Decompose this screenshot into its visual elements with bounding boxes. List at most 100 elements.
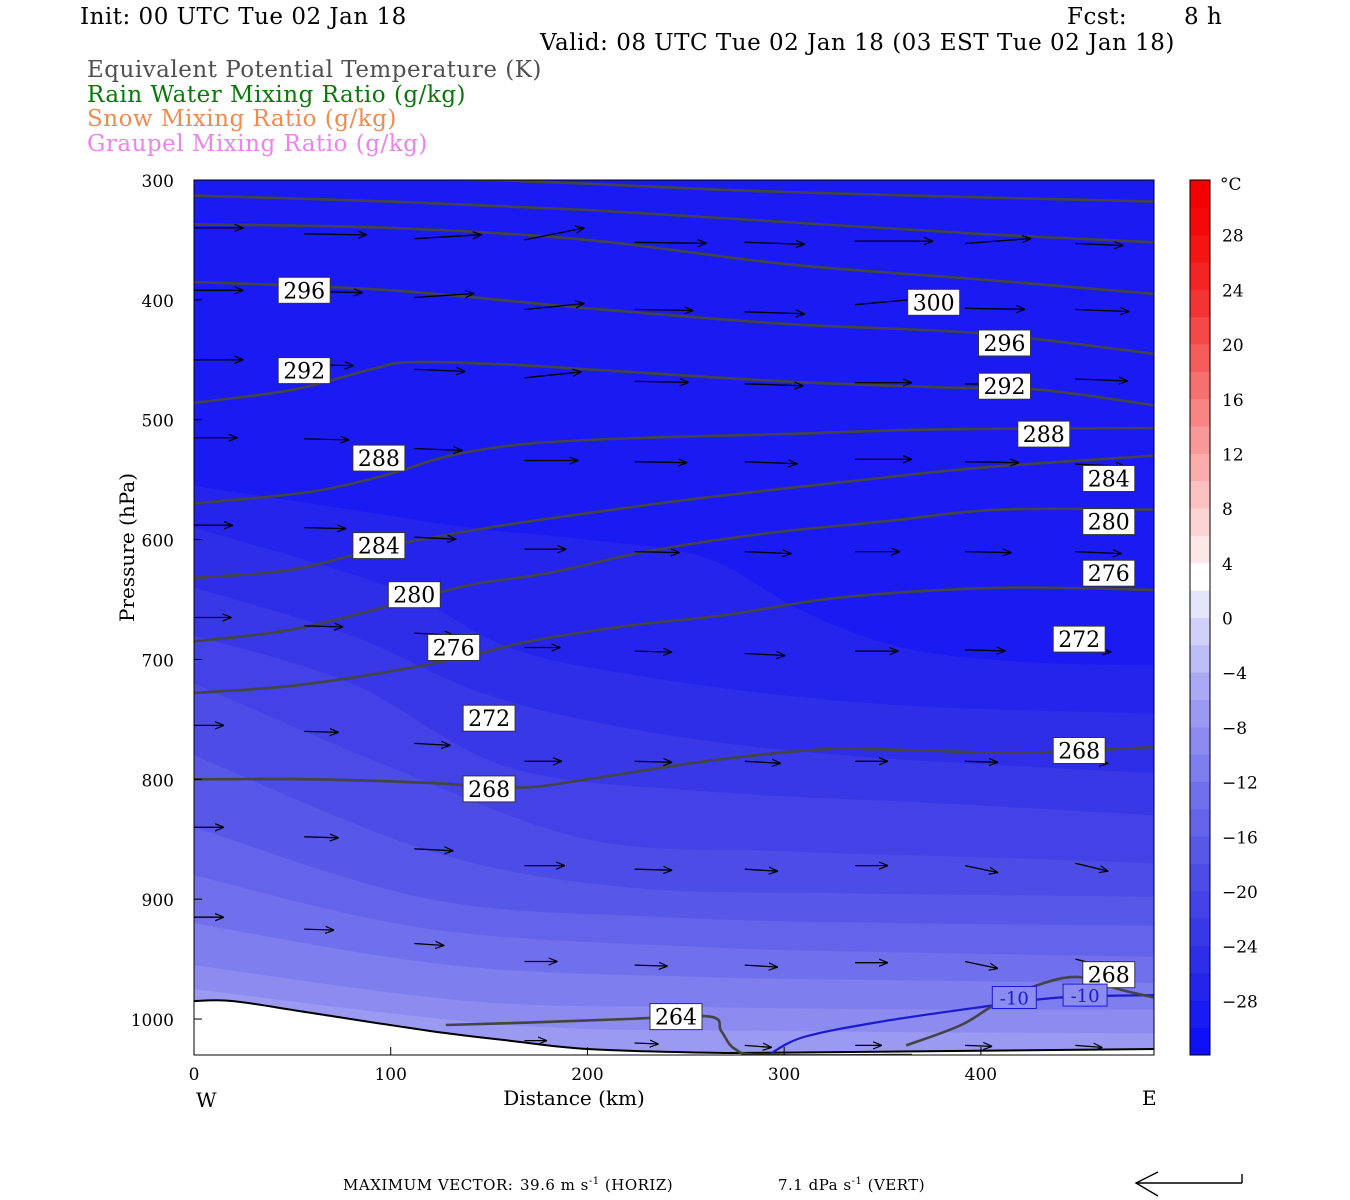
colorbar-swatch — [1190, 836, 1210, 865]
contour-label: 280 — [1082, 508, 1136, 536]
wind-vector — [965, 1045, 992, 1046]
init-time: Init: 00 UTC Tue 02 Jan 18 — [80, 4, 407, 30]
y-tick-label: 800 — [142, 771, 174, 791]
isotherm-label-text: -10 — [1071, 986, 1100, 1007]
max-vector-label: MAXIMUM VECTOR: — [343, 1176, 514, 1194]
contour-label-box — [978, 329, 1031, 357]
contour-label: 300 — [907, 288, 961, 316]
wind-vector — [524, 304, 585, 311]
colorbar-swatch — [1190, 316, 1210, 345]
contour-label-box — [907, 288, 961, 316]
wind-vector — [744, 869, 778, 871]
wind-vector — [965, 308, 1025, 309]
wind-vector — [744, 242, 805, 244]
contour-label-text: 288 — [358, 447, 400, 472]
colorbar-swatch — [1190, 945, 1210, 974]
wind-vector — [304, 626, 343, 627]
y-tick-label: 1000 — [131, 1011, 174, 1031]
wind-vector — [965, 650, 1006, 651]
contour-label-box — [462, 775, 516, 803]
wind-vector — [744, 654, 786, 656]
isotherm-label-text: -10 — [1000, 989, 1029, 1010]
y-axis-label: Pressure (hPa) — [115, 473, 139, 622]
colorbar-tick-label: −24 — [1222, 938, 1258, 958]
wind-vector — [1075, 552, 1122, 554]
x-axis-label: Distance (km) — [503, 1086, 645, 1110]
colorbar-tick-label: −8 — [1222, 719, 1247, 739]
theta-e-contour-264 — [445, 1014, 912, 1055]
theta-e-contour-280 — [194, 454, 1154, 580]
contour-label: 292 — [277, 357, 331, 385]
wind-vector — [304, 731, 339, 732]
vert-value: 7.1 dPa s — [778, 1176, 852, 1194]
surface-terrain-line — [194, 999, 1154, 1055]
colorbar-unit: °C — [1220, 175, 1242, 195]
y-tick-label: 700 — [142, 651, 174, 671]
colorbar-swatch — [1190, 699, 1210, 728]
colorbar-swatch — [1190, 644, 1210, 673]
wind-vector — [634, 462, 688, 463]
colorbar-tick-label: −20 — [1222, 883, 1258, 903]
horiz-tag: (HORIZ) — [604, 1176, 674, 1194]
colorbar-swatch — [1190, 890, 1210, 919]
colorbar-tick-label: 20 — [1222, 336, 1244, 356]
contour-label: 276 — [1082, 559, 1136, 587]
colorbar-swatch — [1190, 289, 1210, 318]
colorbar-swatch — [1190, 1000, 1210, 1029]
wind-vector — [634, 761, 673, 762]
x-tick-label: 200 — [571, 1065, 603, 1085]
colorbar-swatch — [1190, 973, 1210, 1001]
contour-label-text: 292 — [984, 375, 1026, 400]
contour-label-text: 292 — [283, 360, 325, 385]
horiz-exp: -1 — [588, 1176, 600, 1187]
contour-label-box — [427, 634, 481, 661]
wind-vector — [304, 837, 339, 838]
contour-label-text: 280 — [393, 584, 435, 609]
wind-vector — [965, 761, 998, 762]
contour-label-box — [978, 372, 1031, 400]
wind-vector — [634, 869, 673, 870]
forecast-hour-label: Fcst: — [1067, 4, 1128, 30]
wind-vector — [414, 944, 444, 946]
wind-vector — [634, 242, 707, 243]
contour-label-text: 296 — [283, 279, 325, 304]
x-end-label-west: W — [196, 1088, 217, 1112]
wind-vector — [524, 228, 585, 241]
x-tick-label: 300 — [768, 1065, 800, 1085]
contour-label: 284 — [1082, 465, 1136, 493]
wind-vector — [634, 310, 694, 311]
contour-label-text: 264 — [655, 1006, 697, 1031]
contour-label-box — [352, 444, 406, 472]
colorbar-swatch — [1190, 918, 1210, 947]
colorbar-swatch — [1190, 562, 1210, 591]
wind-vector — [1075, 862, 1108, 871]
y-tick-label: 900 — [142, 891, 174, 911]
theta-e-contour-268 — [905, 975, 1154, 1047]
wind-vector — [965, 239, 1031, 245]
colorbar-swatch — [1190, 508, 1210, 536]
wind-vector — [1075, 310, 1129, 312]
plot-frame — [193, 179, 1155, 1056]
contour-label-box — [1082, 559, 1136, 587]
theta-e-contour-276 — [194, 507, 1154, 643]
contour-label: 288 — [352, 444, 406, 472]
colorbar-swatch — [1190, 398, 1210, 427]
contour-label-text: 284 — [358, 535, 400, 560]
contour-label-text: 300 — [913, 291, 955, 316]
x-tick-label: 100 — [374, 1065, 406, 1085]
wind-vector — [1075, 379, 1128, 381]
contour-label-box — [277, 276, 331, 304]
contour-label-text: 268 — [1058, 740, 1100, 765]
theta-e-contour-284 — [194, 426, 1154, 505]
wind-vector — [414, 743, 450, 745]
valid-time: Valid: 08 UTC Tue 02 Jan 18 (03 EST Tue … — [540, 30, 1175, 56]
colorbar-tick-label: 24 — [1222, 281, 1244, 301]
colorbar-swatch — [1190, 371, 1210, 400]
wind-vector — [414, 849, 453, 851]
wind-vector — [304, 439, 349, 440]
colorbar-swatch — [1190, 234, 1210, 263]
contour-label: 272 — [1052, 625, 1106, 653]
contour-label-text: 272 — [1058, 628, 1100, 653]
wind-vector — [744, 312, 805, 314]
max-vector-vert: 7.1 dPa s-1 (VERT) — [778, 1176, 925, 1194]
